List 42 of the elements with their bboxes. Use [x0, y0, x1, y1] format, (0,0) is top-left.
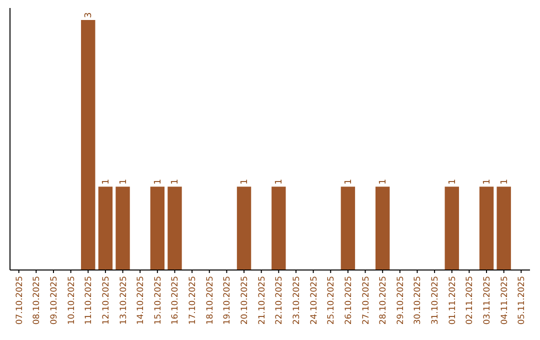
- x-tick-label: 15.10.2025: [153, 276, 164, 325]
- data-label: 1: [118, 178, 129, 185]
- x-tick-label: 18.10.2025: [205, 276, 216, 325]
- x-tick-label: 02.11.2025: [465, 276, 476, 325]
- data-label: 1: [344, 178, 354, 185]
- x-tick-label: 23.10.2025: [292, 276, 302, 325]
- x-tick-label: 10.10.2025: [66, 276, 77, 325]
- x-tick-label: 11.10.2025: [84, 276, 94, 325]
- x-tick-label: 16.10.2025: [170, 276, 181, 325]
- x-tick-label: 01.11.2025: [448, 276, 458, 325]
- x-tick-label: 30.10.2025: [413, 276, 424, 325]
- x-tick-label: 12.10.2025: [101, 276, 112, 325]
- data-label: 1: [378, 178, 389, 185]
- x-tick-label: 27.10.2025: [361, 276, 372, 325]
- x-tick-label: 29.10.2025: [396, 276, 406, 325]
- x-tick-label: 21.10.2025: [257, 276, 268, 325]
- data-label: 1: [170, 178, 181, 185]
- x-tick-label: 09.10.2025: [49, 276, 60, 325]
- x-tick-label: 08.10.2025: [32, 276, 42, 325]
- data-label: 3: [84, 12, 94, 18]
- data-label: 1: [153, 178, 164, 185]
- x-tick-label: 04.11.2025: [500, 276, 510, 325]
- data-label: 1: [240, 178, 250, 185]
- data-label: 1: [274, 178, 285, 185]
- data-label: 1: [101, 178, 112, 185]
- data-label: 1: [482, 178, 493, 185]
- x-tick-label: 17.10.2025: [188, 276, 198, 325]
- x-tick-label: 24.10.2025: [309, 276, 320, 325]
- data-label: 1: [500, 178, 510, 185]
- x-tick-label: 20.10.2025: [240, 276, 250, 325]
- x-tick-label: 22.10.2025: [274, 276, 285, 325]
- x-tick-label: 14.10.2025: [136, 276, 146, 325]
- x-tick-label: 19.10.2025: [222, 276, 233, 325]
- x-tick-label: 13.10.2025: [118, 276, 129, 325]
- data-label: 1: [448, 178, 458, 185]
- x-tick-label: 03.11.2025: [482, 276, 493, 325]
- x-tick-label: 25.10.2025: [326, 276, 337, 325]
- x-tick-label: 28.10.2025: [378, 276, 389, 325]
- x-tick-label: 31.10.2025: [430, 276, 441, 325]
- x-tick-label: 07.10.2025: [14, 276, 25, 325]
- x-tick-label: 26.10.2025: [344, 276, 354, 325]
- x-tick-label: 05.11.2025: [517, 276, 528, 325]
